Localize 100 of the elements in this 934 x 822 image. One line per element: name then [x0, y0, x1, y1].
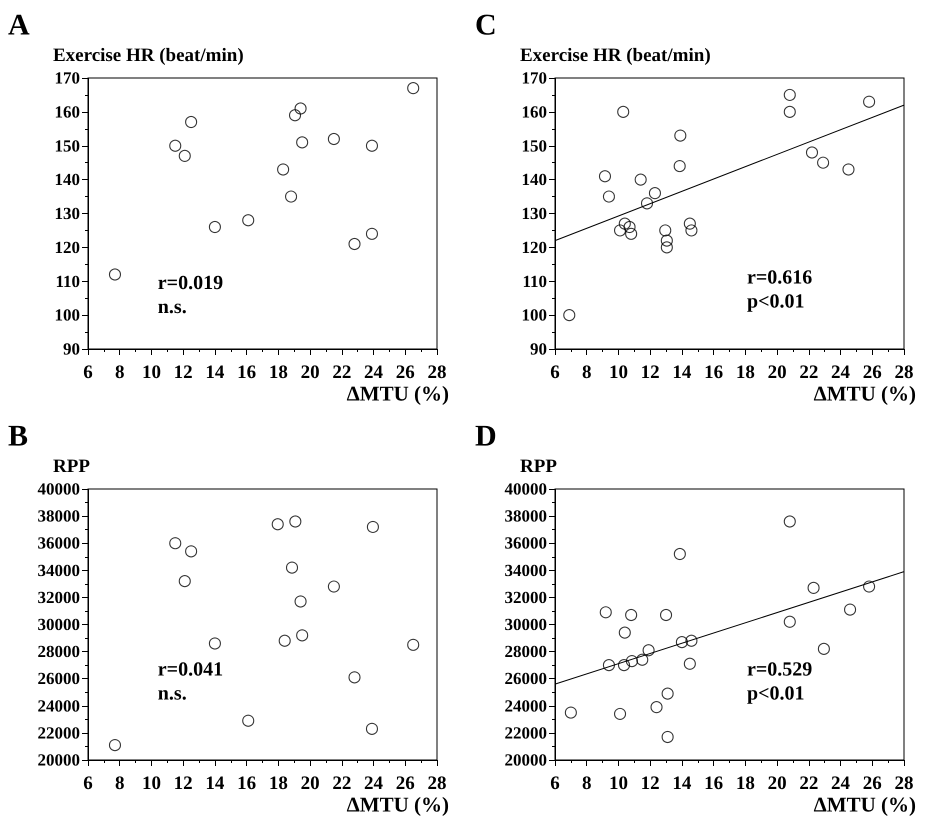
- x-tick-label: 24: [831, 362, 851, 383]
- x-tick-label: 14: [205, 362, 225, 383]
- x-axis-title: ΔMTU (%): [814, 382, 916, 406]
- x-tick-label: 10: [608, 362, 628, 383]
- point: [863, 96, 876, 108]
- point: [685, 634, 698, 647]
- x-axis-title: ΔMTU (%): [814, 792, 916, 816]
- point: [660, 241, 673, 254]
- x-tick-label: 16: [704, 773, 724, 794]
- x-tick-label: 24: [364, 773, 384, 794]
- point: [642, 644, 655, 656]
- point: [784, 616, 796, 628]
- point: [618, 218, 631, 230]
- x-tick-label: 8: [114, 362, 124, 383]
- point: [278, 634, 291, 647]
- x-tick-label: 28: [428, 773, 446, 794]
- x-tick-label: 18: [736, 773, 755, 794]
- x-tick-label: 14: [672, 773, 692, 794]
- point: [784, 106, 796, 118]
- y-tick-label: 40000: [504, 480, 547, 498]
- x-tick-label: 24: [831, 773, 851, 794]
- x-tick-label: 12: [640, 362, 660, 383]
- x-tick-label: 20: [768, 773, 787, 794]
- x-tick-label: 12: [174, 773, 193, 794]
- y-tick-label: 170: [522, 68, 547, 88]
- y-tick-label: 150: [54, 136, 80, 156]
- point: [784, 515, 796, 528]
- point: [108, 268, 122, 281]
- point: [636, 654, 648, 666]
- x-axis-title: ΔMTU (%): [346, 382, 450, 406]
- point: [328, 580, 340, 593]
- point: [684, 658, 696, 670]
- y-tick-label: 38000: [38, 506, 80, 526]
- x-tick-label: 24: [364, 362, 384, 383]
- y-axis-title: Exercise HR (beat/min): [53, 45, 244, 66]
- point: [660, 234, 673, 247]
- x-tick-label: 22: [799, 773, 818, 794]
- point: [328, 132, 340, 146]
- point: [625, 608, 638, 622]
- point: [288, 109, 302, 122]
- y-tick-label: 90: [530, 340, 547, 358]
- point: [169, 537, 182, 550]
- point: [806, 146, 818, 159]
- point: [808, 582, 820, 594]
- y-tick-label: 30000: [504, 615, 547, 634]
- point: [242, 214, 254, 226]
- point: [676, 636, 688, 648]
- x-tick-label: 6: [83, 362, 93, 383]
- annotation: n.s.: [158, 296, 187, 318]
- point: [650, 701, 663, 714]
- y-tick-label: 170: [54, 68, 80, 88]
- point: [366, 228, 378, 240]
- y-tick-label: 22000: [504, 723, 547, 742]
- annotation: p<0.01: [746, 682, 804, 705]
- chart-title: B: [8, 420, 28, 452]
- point: [614, 224, 626, 236]
- y-tick-label: 26000: [38, 669, 80, 688]
- point: [285, 190, 298, 203]
- point: [366, 520, 379, 533]
- point: [296, 629, 308, 642]
- x-tick-label: 6: [83, 773, 93, 794]
- y-tick-label: 34000: [38, 560, 80, 580]
- point: [348, 671, 361, 684]
- y-tick-label: 34000: [504, 560, 547, 580]
- y-tick-label: 28000: [38, 642, 80, 662]
- y-tick-label: 130: [522, 204, 547, 223]
- point: [600, 606, 612, 618]
- y-tick-label: 28000: [504, 642, 547, 662]
- point: [272, 518, 284, 530]
- point: [624, 221, 636, 234]
- point: [685, 224, 698, 236]
- point: [407, 638, 420, 651]
- point: [366, 140, 378, 152]
- y-tick-label: 120: [522, 238, 547, 257]
- y-tick-label: 140: [54, 170, 80, 190]
- point: [844, 604, 856, 616]
- y-tick-label: 120: [54, 238, 80, 257]
- point: [277, 163, 290, 176]
- x-tick-label: 14: [205, 773, 225, 794]
- point: [242, 714, 254, 727]
- y-tick-label: 40000: [38, 480, 80, 498]
- point: [563, 309, 576, 322]
- x-tick-label: 18: [268, 773, 288, 794]
- y-tick-label: 26000: [504, 669, 547, 688]
- y-tick-label: 32000: [504, 588, 547, 607]
- x-tick-label: 18: [268, 362, 288, 383]
- y-tick-label: 110: [522, 272, 547, 291]
- y-axis-title: Exercise HR (beat/min): [520, 45, 711, 66]
- y-tick-label: 90: [63, 340, 80, 358]
- point: [294, 102, 307, 115]
- x-tick-label: 16: [237, 362, 256, 383]
- point: [863, 580, 876, 593]
- y-tick-label: 36000: [38, 534, 80, 553]
- y-tick-label: 100: [54, 306, 80, 325]
- x-tick-label: 16: [704, 362, 724, 383]
- point: [348, 238, 361, 250]
- x-tick-label: 28: [428, 362, 446, 383]
- point: [602, 659, 615, 672]
- point: [407, 82, 420, 94]
- x-tick-label: 28: [894, 362, 914, 383]
